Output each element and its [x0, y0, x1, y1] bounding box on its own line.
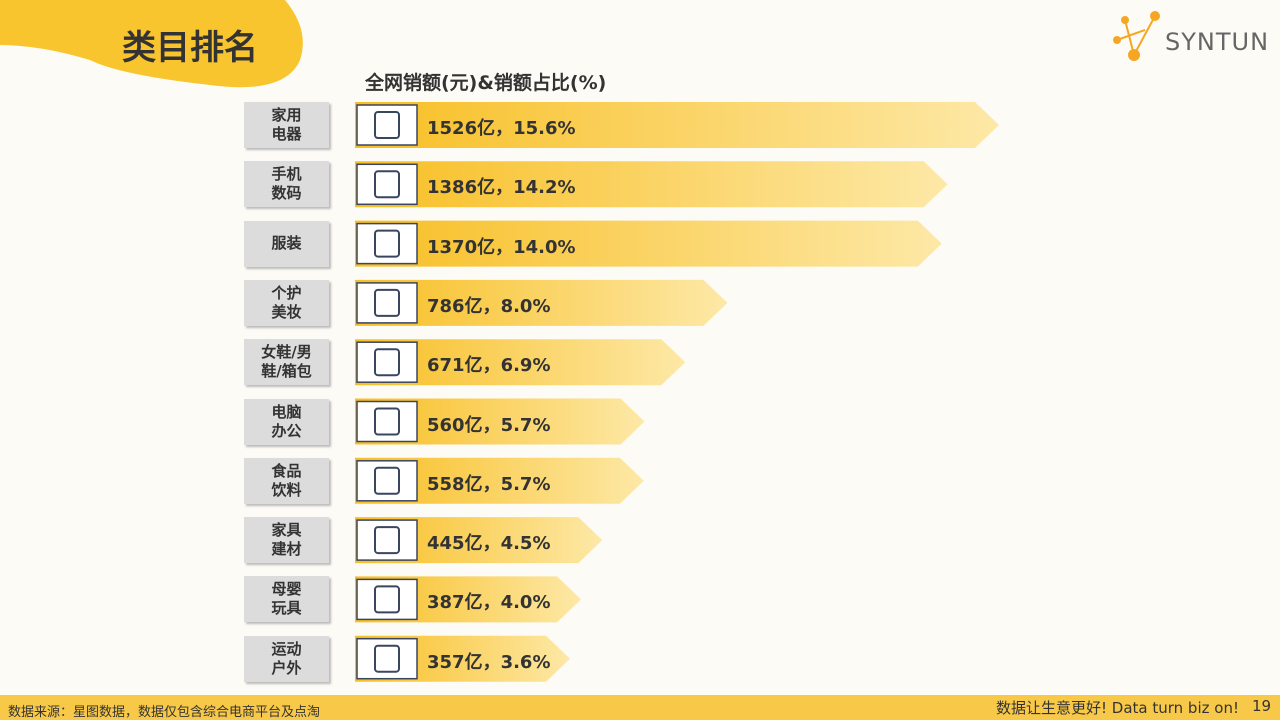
category-label: 家具 建材: [244, 517, 329, 564]
category-label: 家用 电器: [244, 102, 329, 148]
header-title: 类目排名: [122, 28, 258, 68]
value-label: 445亿，4.5%: [427, 533, 551, 555]
value-label: 1526亿，15.6%: [427, 118, 576, 139]
chart-title: 全网销额(元)&销额占比(%): [365, 72, 607, 94]
value-label: 560亿，5.7%: [427, 414, 551, 436]
logo-icon: [1113, 11, 1160, 61]
footer-bar: [0, 695, 1280, 720]
bar: [355, 339, 686, 386]
icon: [374, 407, 400, 436]
category-label: 手机 数码: [244, 161, 329, 208]
category-label: 运动 户外: [244, 635, 329, 682]
icon: [374, 170, 400, 199]
icon: [374, 111, 400, 139]
bar: [355, 279, 728, 326]
icon: [374, 466, 400, 495]
footer-source: 数据来源：星图数据，数据仅包含综合电商平台及点淘: [8, 705, 321, 720]
logo-text: SYNTUN: [1165, 28, 1270, 56]
icon: [374, 585, 400, 614]
category-label: 母婴 玩具: [244, 576, 329, 623]
icon: [374, 526, 400, 555]
footer-slogan: 数据让生意更好! Data turn biz on!: [996, 699, 1239, 717]
value-label: 671亿，6.9%: [427, 355, 551, 377]
header-shape: [0, 0, 303, 88]
category-label: 女鞋/男 鞋/箱包: [244, 339, 329, 386]
bar: [355, 457, 644, 504]
value-label: 1370亿，14.0%: [427, 236, 576, 258]
value-label: 357亿，3.6%: [427, 651, 551, 673]
value-label: 558亿，5.7%: [427, 473, 551, 495]
icon: [374, 229, 400, 258]
category-label: 食品 饮料: [244, 457, 329, 504]
value-label: 387亿，4.0%: [427, 592, 551, 614]
bar: [355, 398, 645, 445]
icon: [374, 288, 400, 317]
icon: [374, 644, 400, 673]
value-label: 786亿，8.0%: [427, 295, 551, 317]
category-label: 电脑 办公: [244, 398, 329, 445]
page-number: 19: [1252, 697, 1272, 715]
category-label: 个护 美妆: [244, 279, 329, 326]
category-label: 服装: [244, 220, 329, 267]
bar: [355, 220, 942, 267]
bar: [355, 102, 999, 148]
bar: [355, 161, 948, 208]
icon: [374, 348, 400, 377]
value-label: 1386亿，14.2%: [427, 177, 576, 199]
